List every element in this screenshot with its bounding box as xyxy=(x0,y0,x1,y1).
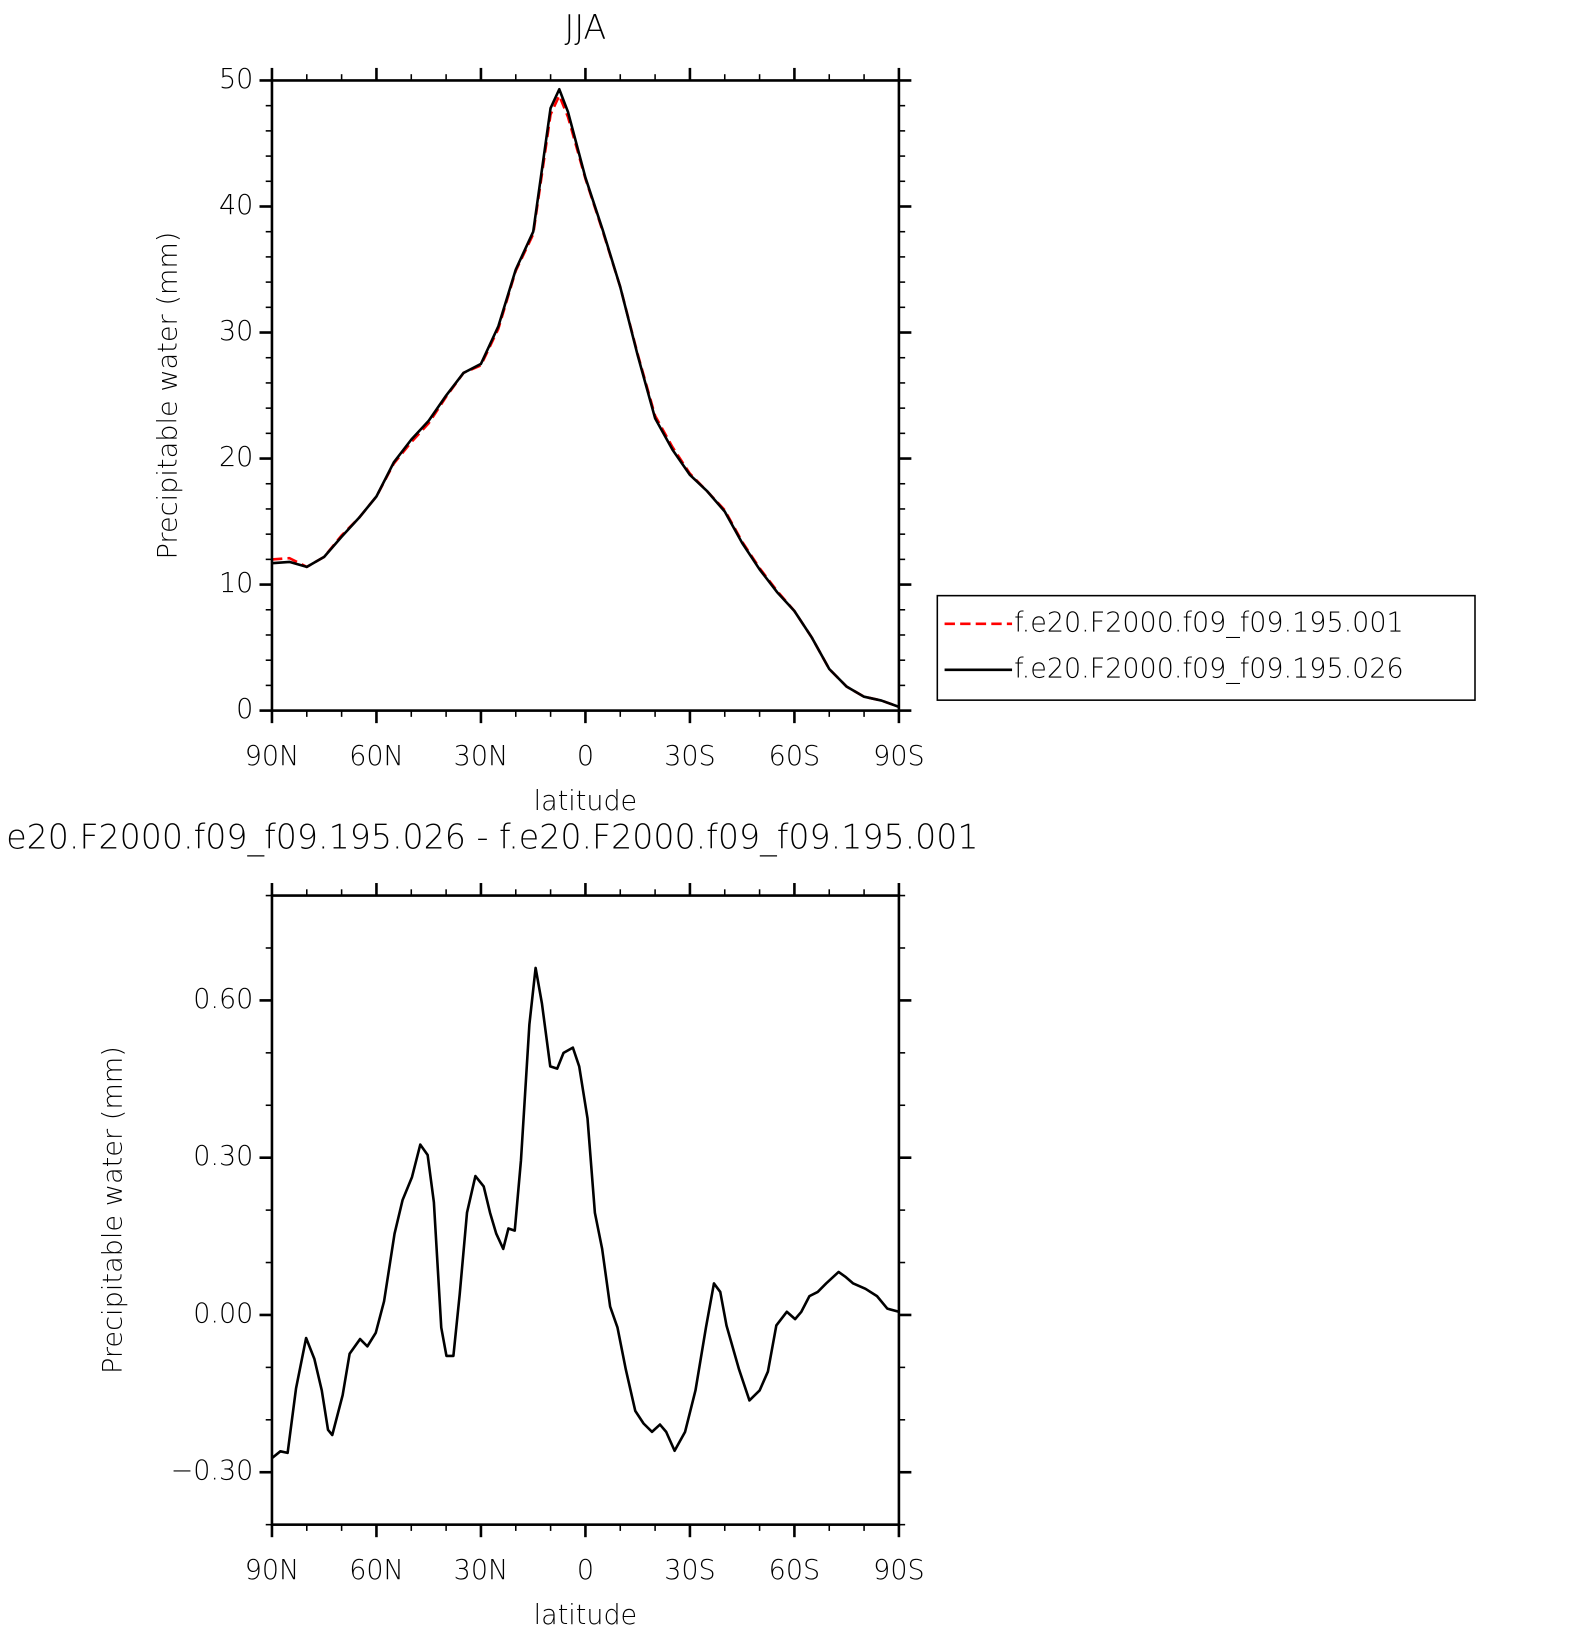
plot-frame xyxy=(270,894,901,1526)
data-line xyxy=(271,87,900,709)
legend-box xyxy=(936,594,1476,701)
y-tick-label: −0.30 xyxy=(171,1456,254,1487)
x-axis-label: latitude xyxy=(534,1600,637,1631)
x-tick-label: 30N xyxy=(454,1555,509,1586)
legend-label: f.e20.F2000.f09_f09.195.001 xyxy=(1014,607,1404,638)
y-tick-label: 50 xyxy=(219,64,253,95)
x-tick-label: 90S xyxy=(873,741,924,772)
x-axis-label: latitude xyxy=(534,786,637,817)
x-tick-label: 90N xyxy=(245,741,300,772)
y-tick-label: 0.00 xyxy=(193,1298,253,1329)
x-tick-label: 60N xyxy=(349,1555,404,1586)
legend-label: f.e20.F2000.f09_f09.195.026 xyxy=(1014,653,1404,684)
x-tick-label: 60S xyxy=(769,1555,820,1586)
y-axis-label: Precipitable water (mm) xyxy=(153,232,184,560)
data-line xyxy=(271,966,900,1460)
x-tick-label: 60N xyxy=(349,741,404,772)
x-tick-label: 30N xyxy=(454,741,509,772)
plots: 90N 60N 30N 0 30S 60S 90S 0 10 20 30 40 50 JJA latitud… xyxy=(6,8,1476,1631)
y-tick-label: 30 xyxy=(219,316,253,347)
chart-title: JJA xyxy=(565,8,607,47)
x-tick-label: 30S xyxy=(664,1555,715,1586)
y-tick-label: 0 xyxy=(236,694,253,725)
y-tick-label: 10 xyxy=(219,568,253,599)
y-tick-label: 0.30 xyxy=(193,1141,253,1172)
x-tick-label: 30S xyxy=(664,741,715,772)
x-tick-label: 90N xyxy=(245,1555,300,1586)
x-tick-label: 90S xyxy=(873,1555,924,1586)
data-line xyxy=(271,94,900,709)
y-tick-label: 40 xyxy=(219,190,253,221)
x-tick-label: 0 xyxy=(577,741,594,772)
y-tick-label: 20 xyxy=(219,442,253,473)
y-axis-label: Precipitable water (mm) xyxy=(98,1046,129,1374)
x-tick-label: 60S xyxy=(769,741,820,772)
x-tick-label: 0 xyxy=(577,1555,594,1586)
chart-title: e20.F2000.f09_f09.195.026 - f.e20.F2000.… xyxy=(6,818,978,858)
y-tick-label: 0.60 xyxy=(193,984,253,1015)
